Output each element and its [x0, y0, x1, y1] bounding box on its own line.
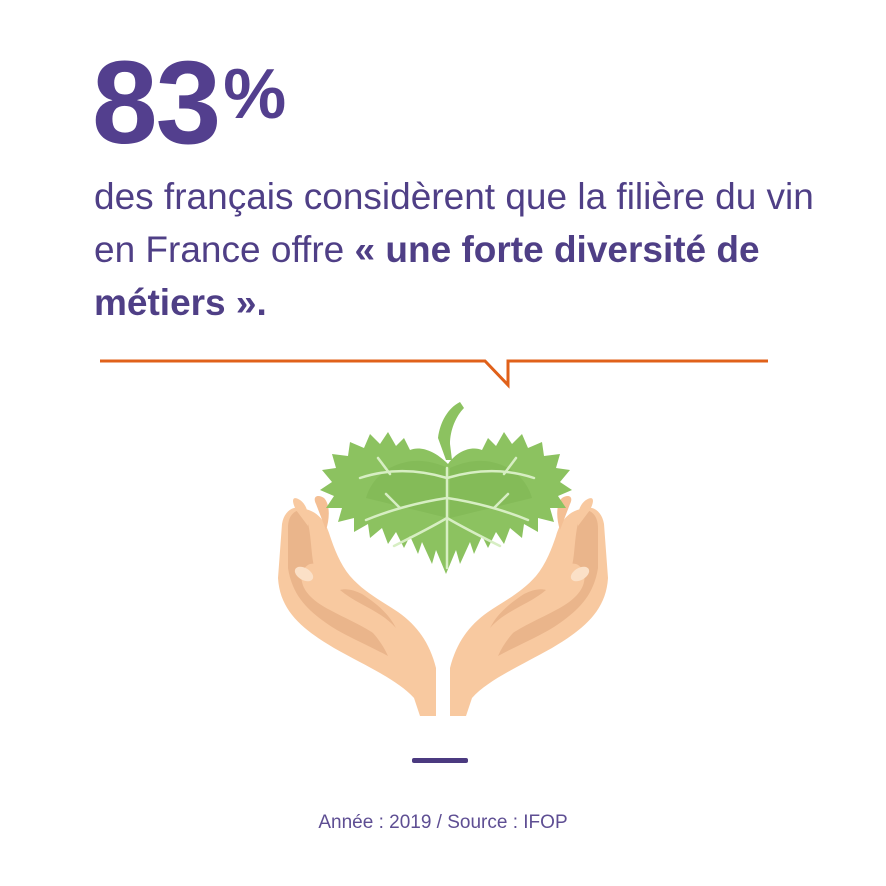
hands-holding-vine-leaf-icon — [278, 402, 608, 716]
headline-end: . — [256, 282, 267, 323]
speech-bubble-divider — [100, 359, 768, 389]
right-hand — [450, 496, 608, 716]
source-caption: Année : 2019 / Source : IFOP — [318, 812, 568, 833]
left-hand — [278, 496, 436, 716]
stat-percentage: 83% — [92, 44, 286, 162]
stat-value: 83 — [92, 37, 221, 169]
stat-percent-sign: % — [223, 54, 286, 134]
vine-leaf — [320, 402, 572, 574]
divider-dash — [412, 758, 468, 763]
headline-text: des français considèrent que la filière … — [94, 176, 814, 270]
headline-emphasis: « une forte diversité de métiers » — [94, 229, 760, 323]
headline: des français considèrent que la filière … — [94, 170, 814, 329]
